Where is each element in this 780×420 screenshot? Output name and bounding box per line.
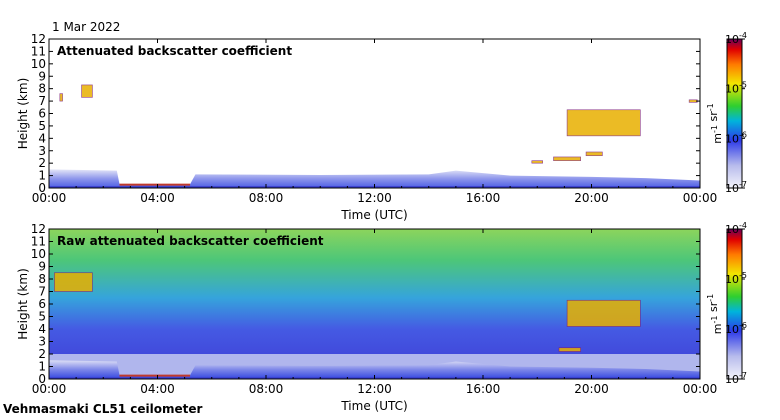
y-tick-label: 8 <box>38 82 46 96</box>
y-tick-label: 2 <box>38 156 46 170</box>
x-tick-label: 08:00 <box>249 191 284 205</box>
y-tick-label: 4 <box>38 322 46 336</box>
y-tick-label: 9 <box>38 69 46 83</box>
x-axis-label: Time (UTC) <box>340 208 407 222</box>
y-tick-label: 4 <box>38 131 46 145</box>
colorbar-unit: m-1 sr-1 <box>706 294 724 334</box>
cloud-mark <box>59 93 63 102</box>
x-tick-label: 04:00 <box>140 191 175 205</box>
cloud-mark <box>54 272 93 292</box>
x-tick-label: 00:00 <box>32 191 67 205</box>
colorbar <box>726 38 743 189</box>
y-tick-label: 1 <box>38 360 46 374</box>
y-tick-label: 10 <box>31 247 46 261</box>
cloud-mark <box>585 151 603 157</box>
cloud-mark <box>81 84 93 98</box>
cloud-mark <box>553 156 581 161</box>
y-tick-label: 6 <box>38 297 46 311</box>
colorbar-label: 10-7 <box>725 180 747 195</box>
y-tick-label: 0 <box>38 372 46 386</box>
cloud-mark <box>558 347 581 352</box>
colorbar-label: 10-4 <box>725 221 747 236</box>
y-tick-label: 11 <box>31 44 46 58</box>
x-tick-label: 00:00 <box>683 382 718 396</box>
y-tick-label: 8 <box>38 272 46 286</box>
y-tick-label: 2 <box>38 347 46 361</box>
y-tick-label: 9 <box>38 260 46 274</box>
surface-band <box>119 183 191 186</box>
panel-title: Raw attenuated backscatter coefficient <box>57 234 324 248</box>
y-axis-label: Height (km) <box>16 78 30 149</box>
y-tick-label: 0 <box>38 181 46 195</box>
colorbar-label: 10-5 <box>725 81 747 96</box>
x-tick-label: 20:00 <box>574 191 609 205</box>
x-tick-label: 16:00 <box>466 382 501 396</box>
noise-field <box>49 229 700 354</box>
cloud-mark <box>531 160 543 164</box>
colorbar-label: 10-4 <box>725 31 747 46</box>
y-tick-label: 7 <box>38 94 46 108</box>
x-tick-label: 08:00 <box>249 382 284 396</box>
y-tick-label: 6 <box>38 107 46 121</box>
y-tick-label: 3 <box>38 335 46 349</box>
colorbar-label: 10-7 <box>725 371 747 386</box>
x-tick-label: 12:00 <box>357 382 392 396</box>
y-tick-label: 5 <box>38 310 46 324</box>
x-tick-label: 12:00 <box>357 191 392 205</box>
x-tick-label: 00:00 <box>683 191 718 205</box>
y-tick-label: 11 <box>31 235 46 249</box>
boundary-layer <box>49 360 700 379</box>
y-tick-label: 10 <box>31 57 46 71</box>
colorbar-unit: m-1 sr-1 <box>706 103 724 143</box>
date-label: 1 Mar 2022 <box>52 20 121 34</box>
y-tick-label: 5 <box>38 119 46 133</box>
colorbar <box>726 228 743 380</box>
y-tick-label: 3 <box>38 144 46 158</box>
cloud-mark <box>566 299 641 327</box>
x-tick-label: 20:00 <box>574 382 609 396</box>
x-tick-label: 04:00 <box>140 382 175 396</box>
colorbar-label: 10-5 <box>725 271 747 286</box>
panel-title: Attenuated backscatter coefficient <box>57 44 292 58</box>
instrument-label: Vehmasmaki CL51 ceilometer <box>3 402 203 416</box>
y-tick-label: 7 <box>38 285 46 299</box>
colorbar-label: 10-6 <box>725 321 747 336</box>
y-axis-label: Height (km) <box>16 268 30 339</box>
x-tick-label: 16:00 <box>466 191 501 205</box>
y-tick-label: 1 <box>38 169 46 183</box>
colorbar-label: 10-6 <box>725 130 747 145</box>
y-tick-label: 12 <box>31 222 46 236</box>
surface-band <box>119 374 191 377</box>
x-tick-label: 00:00 <box>32 382 67 396</box>
boundary-layer <box>49 169 700 188</box>
x-axis-label: Time (UTC) <box>340 399 407 413</box>
cloud-mark <box>566 109 641 137</box>
y-tick-label: 12 <box>31 32 46 46</box>
